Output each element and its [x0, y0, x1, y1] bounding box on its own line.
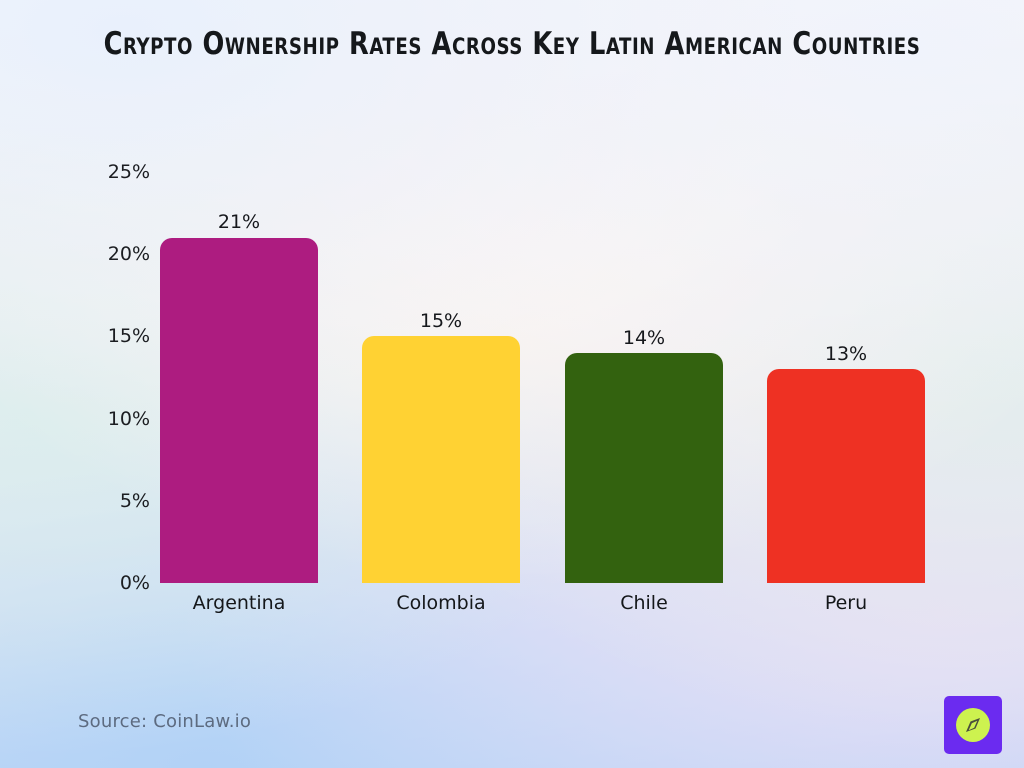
y-axis-tick-5: 5%	[119, 490, 150, 512]
source-note: Source: CoinLaw.io	[78, 711, 252, 732]
y-axis-tick-0: 0%	[119, 572, 150, 594]
coinlaw-compass-logo	[944, 696, 1002, 754]
y-axis-tick-10: 10%	[107, 408, 150, 430]
y-axis-tick-15: 15%	[107, 325, 150, 347]
bar-value-colombia: 15%	[419, 310, 463, 332]
bar-chile	[565, 353, 723, 583]
y-axis: 25% 20% 15% 10% 5% 0%	[0, 0, 150, 768]
x-axis-label-chile: Chile	[620, 592, 668, 614]
page-title: Crypto Ownership Rates Across Key Latin …	[103, 26, 921, 62]
bar-value-peru: 13%	[824, 343, 868, 365]
x-axis-label-argentina: Argentina	[192, 592, 286, 614]
x-axis-label-colombia: Colombia	[396, 592, 486, 614]
bar-argentina	[160, 238, 318, 583]
x-axis-label-peru: Peru	[824, 592, 868, 614]
y-axis-tick-20: 20%	[107, 243, 150, 265]
bar-peru	[767, 369, 925, 583]
bar-value-argentina: 21%	[217, 211, 261, 233]
title-block: Crypto Ownership Rates Across Key Latin …	[60, 22, 964, 67]
y-axis-tick-25: 25%	[107, 161, 150, 183]
bar-colombia	[362, 336, 520, 583]
bar-value-chile: 14%	[622, 327, 666, 349]
